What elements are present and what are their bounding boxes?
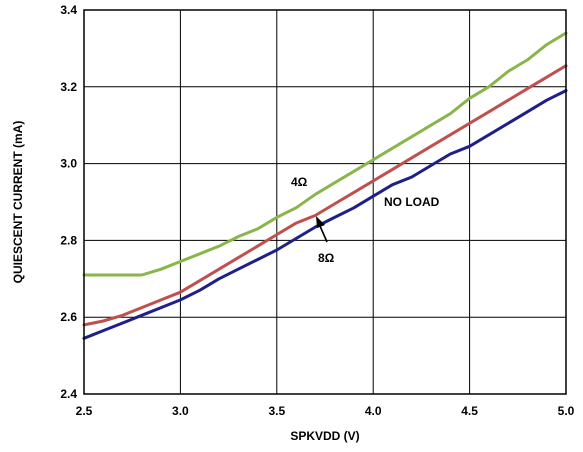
series-line-1 — [82, 64, 568, 327]
annotation-8-ohm-arrow — [319, 225, 328, 243]
x-tick-label: 5.0 — [558, 404, 575, 418]
y-tick-label: 3.4 — [60, 3, 77, 17]
series-line-0 — [82, 31, 568, 277]
annotation-4-ohm: 4Ω — [291, 175, 308, 189]
y-tick-label: 3.0 — [60, 157, 77, 171]
x-tick-label: 3.0 — [172, 404, 189, 418]
y-tick-labels: 2.4 2.6 2.8 3.0 3.2 3.4 — [60, 3, 77, 401]
x-tick-label: 4.0 — [365, 404, 382, 418]
y-tick-label: 2.8 — [60, 233, 77, 247]
x-axis-title: SPKVDD (V) — [290, 429, 359, 443]
x-tick-label: 2.5 — [76, 404, 93, 418]
annotation-no-load: NO LOAD — [384, 195, 440, 209]
chart-series — [82, 31, 568, 340]
x-tick-label: 4.5 — [461, 404, 478, 418]
annotation-8-ohm: 8Ω — [318, 251, 335, 265]
y-tick-label: 3.2 — [60, 80, 77, 94]
chart-grid — [84, 10, 566, 394]
y-axis-title: QUIESCENT CURRENT (mA) — [11, 121, 25, 284]
x-tick-labels: 2.5 3.0 3.5 4.0 4.5 5.0 — [76, 404, 575, 418]
y-tick-label: 2.6 — [60, 310, 77, 324]
series-line-2 — [82, 89, 568, 340]
annotation-8-ohm-arrowhead — [316, 216, 325, 228]
x-tick-label: 3.5 — [268, 404, 285, 418]
y-tick-label: 2.4 — [60, 387, 77, 401]
plot-frame — [83, 9, 567, 395]
